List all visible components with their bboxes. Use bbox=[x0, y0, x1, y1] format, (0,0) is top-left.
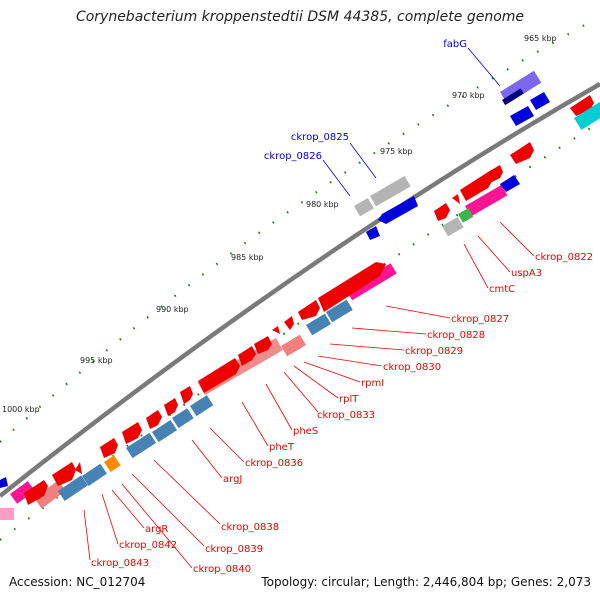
gene-label-ckrop-0836: ckrop_0836 bbox=[245, 458, 303, 469]
gene-label-ckrop-0833: ckrop_0833 bbox=[317, 410, 375, 421]
gene-label-ckrop-0827: ckrop_0827 bbox=[451, 314, 509, 325]
genome-backbone bbox=[0, 82, 600, 498]
scale-label-990: 990 kbp bbox=[156, 305, 189, 314]
gene-label-pheT: pheT bbox=[269, 442, 295, 453]
red-leader-lines bbox=[83, 221, 535, 569]
gene-label-argJ: argJ bbox=[223, 474, 242, 485]
outer-scale-ring bbox=[0, 21, 591, 443]
reverse-cds-track bbox=[0, 92, 550, 488]
scale-label-970: 970 kbp bbox=[452, 91, 485, 100]
scale-label-995: 995 kbp bbox=[80, 356, 113, 365]
gene-label-ckrop-0829: ckrop_0829 bbox=[405, 346, 463, 357]
gene-label-ckrop-0825: ckrop_0825 bbox=[291, 132, 349, 143]
gene-label-ckrop-0826: ckrop_0826 bbox=[264, 151, 322, 162]
gene-label-ckrop-0822: ckrop_0822 bbox=[535, 252, 593, 263]
gene-label-ckrop-0842: ckrop_0842 bbox=[119, 540, 177, 551]
gene-label-ckrop-0843: ckrop_0843 bbox=[91, 558, 149, 569]
gene-label-rpmI: rpmI bbox=[361, 378, 384, 389]
blue-labels: fabG ckrop_0825 ckrop_0826 bbox=[264, 39, 467, 162]
scale-label-980: 980 kbp bbox=[306, 200, 339, 209]
steelblue-track bbox=[57, 299, 353, 501]
gene-label-ckrop-0828: ckrop_0828 bbox=[427, 330, 485, 341]
scale-label-975: 975 kbp bbox=[380, 147, 413, 156]
gene-label-argR: argR bbox=[145, 524, 168, 535]
gene-label-fabG: fabG bbox=[443, 39, 467, 50]
scale-label-965: 965 kbp bbox=[524, 34, 557, 43]
accent-features bbox=[458, 70, 600, 223]
scale-label-1000: 1000 kbp bbox=[2, 405, 40, 414]
topology-text: Topology: circular; Length: 2,446,804 bp… bbox=[261, 575, 591, 589]
gene-label-ckrop-0830: ckrop_0830 bbox=[383, 362, 441, 373]
scale-label-985: 985 kbp bbox=[231, 253, 264, 262]
accession-text: Accession: NC_012704 bbox=[9, 575, 146, 589]
gene-label-pheS: pheS bbox=[293, 426, 318, 437]
gene-label-rplT: rplT bbox=[339, 394, 359, 405]
rna-feature-track bbox=[354, 176, 464, 237]
gene-label-ckrop-0840: ckrop_0840 bbox=[193, 564, 251, 575]
gene-label-cmtC: cmtC bbox=[489, 284, 515, 295]
forward-cds-track bbox=[24, 95, 594, 505]
gene-label-ckrop-0839: ckrop_0839 bbox=[205, 544, 263, 555]
red-labels: ckrop_0822 uspA3 cmtC ckrop_0827 ckrop_0… bbox=[91, 252, 593, 575]
scale-labels: 965 kbp 970 kbp 975 kbp 980 kbp 985 kbp … bbox=[2, 34, 557, 414]
blue-leader-lines bbox=[322, 47, 501, 197]
pink-track bbox=[10, 184, 508, 504]
gene-label-uspA3: uspA3 bbox=[511, 268, 542, 279]
map-title: Corynebacterium kroppenstedtii DSM 44385… bbox=[75, 9, 525, 25]
gene-label-ckrop-0838: ckrop_0838 bbox=[221, 522, 279, 533]
